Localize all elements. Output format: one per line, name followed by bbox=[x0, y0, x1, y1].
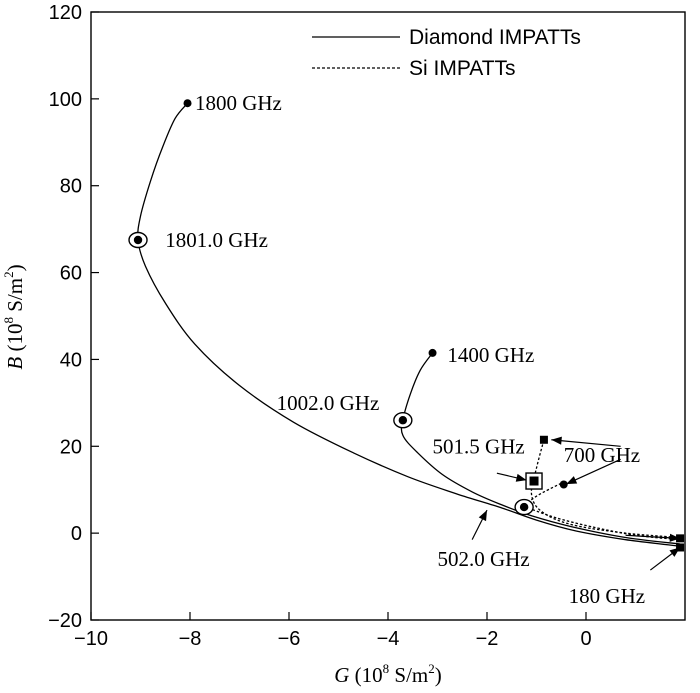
series-group bbox=[137, 102, 681, 547]
y-tick-label: 120 bbox=[49, 2, 82, 24]
annotation-label: 501.5 GHz bbox=[433, 434, 525, 458]
marker-square bbox=[539, 435, 548, 444]
legend: Diamond IMPATTs Si IMPATTs bbox=[312, 26, 581, 80]
arrow-head bbox=[669, 533, 681, 542]
marker-circle-center bbox=[398, 416, 408, 425]
y-tick-label: 100 bbox=[49, 89, 82, 111]
y-tick-label: 40 bbox=[60, 349, 82, 371]
y-tick-label: 0 bbox=[71, 523, 82, 545]
y-tick-label: −20 bbox=[48, 610, 82, 632]
y-tick-label: 80 bbox=[60, 176, 82, 198]
x-tick-label: 0 bbox=[580, 628, 591, 650]
annotation-label: 502.0 GHz bbox=[438, 547, 530, 571]
marker-dot bbox=[428, 348, 437, 357]
annotation-label: 180 GHz bbox=[569, 584, 645, 608]
marker-dot bbox=[559, 480, 568, 489]
plot-frame bbox=[90, 11, 686, 621]
annotations-group: 1800 GHz 1801.0 GHz 1400 GHz 1002.0 GHz 501.… bbox=[165, 91, 645, 608]
legend-label-diamond: Diamond IMPATTs bbox=[409, 26, 581, 49]
marker-dot bbox=[183, 99, 192, 108]
y-axis-title: B (108 S/m2) bbox=[1, 264, 27, 369]
x-tick-label: −2 bbox=[476, 628, 499, 650]
arrow-line bbox=[551, 439, 621, 447]
x-tick-label: −6 bbox=[278, 628, 301, 650]
marker-circle-center bbox=[519, 502, 529, 512]
x-tick-label: −4 bbox=[377, 628, 400, 650]
marker-square bbox=[676, 534, 685, 543]
y-tick-label: 20 bbox=[60, 436, 82, 458]
series-line-si bbox=[523, 482, 681, 541]
annotation-label: 700 GHz bbox=[564, 443, 640, 467]
annotation-label: 1800 GHz bbox=[195, 91, 282, 115]
marker-square bbox=[676, 543, 685, 552]
markers-group bbox=[128, 99, 685, 552]
annotation-label: 1400 GHz bbox=[447, 343, 534, 367]
arrow-head bbox=[551, 436, 562, 445]
arrow-head bbox=[515, 473, 527, 482]
series-line-diamond bbox=[400, 352, 681, 545]
x-tick-label: −10 bbox=[74, 628, 108, 650]
series-line-si bbox=[530, 439, 681, 539]
arrow-head bbox=[478, 510, 487, 522]
y-tick-label: 60 bbox=[60, 263, 82, 285]
annotation-label: 1002.0 GHz bbox=[277, 391, 380, 415]
arrow-head bbox=[566, 476, 578, 485]
series-line-diamond bbox=[137, 102, 681, 547]
arrows-group bbox=[471, 436, 681, 571]
marker-circle-center bbox=[133, 235, 143, 245]
x-tick-label: −8 bbox=[179, 628, 202, 650]
marker-box-center bbox=[529, 476, 539, 486]
x-axis-title: G (108 S/m2) bbox=[334, 661, 442, 687]
legend-label-si: Si IMPATTs bbox=[409, 57, 516, 80]
annotation-label: 1801.0 GHz bbox=[165, 228, 268, 252]
